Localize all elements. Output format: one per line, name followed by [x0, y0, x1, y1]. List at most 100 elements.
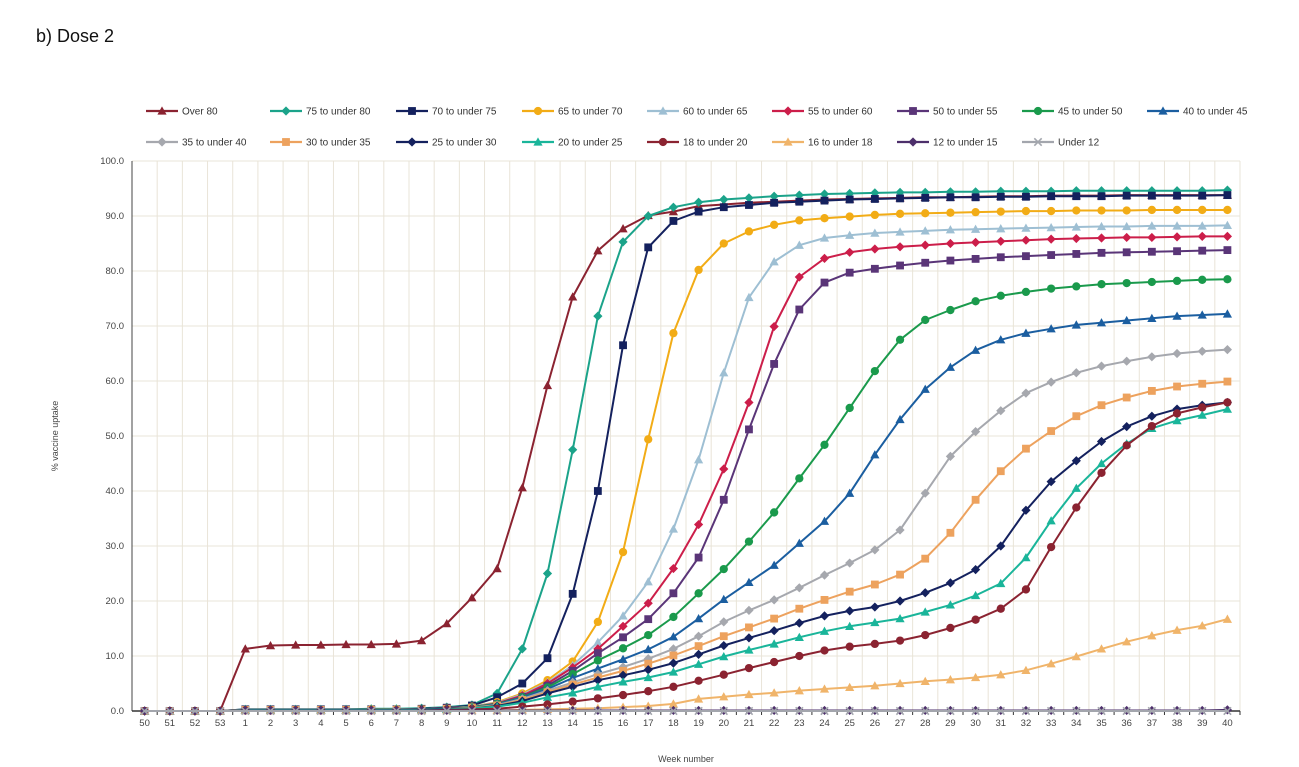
data-point: [845, 621, 855, 630]
data-point: [870, 264, 879, 273]
y-tick-label: 100.0: [100, 156, 124, 167]
data-point: [1222, 309, 1233, 318]
data-point: [1046, 516, 1056, 525]
data-point: [1198, 205, 1207, 215]
data-point: [1096, 318, 1107, 327]
data-point: [1046, 206, 1056, 216]
data-point: [970, 345, 981, 354]
x-tick-label: 4: [318, 718, 323, 729]
data-point: [719, 194, 729, 205]
data-point: [643, 577, 653, 586]
data-point: [341, 639, 351, 649]
data-point: [1198, 403, 1207, 412]
data-point: [996, 207, 1005, 216]
data-point: [719, 617, 729, 627]
data-point: [1072, 250, 1081, 258]
data-point: [1172, 409, 1182, 418]
data-point: [870, 681, 880, 690]
data-point: [1172, 348, 1182, 359]
data-point: [946, 208, 955, 217]
data-point: [1047, 251, 1056, 259]
data-point: [693, 631, 704, 641]
data-point: [970, 427, 981, 437]
data-point: [1122, 248, 1131, 257]
data-point: [845, 706, 854, 716]
data-point: [921, 315, 930, 325]
data-point: [1096, 233, 1107, 243]
data-point: [543, 706, 552, 716]
data-point: [769, 639, 779, 648]
data-point: [1223, 398, 1232, 407]
legend-label: 12 to under 15: [933, 138, 998, 149]
data-point: [971, 193, 980, 202]
data-point: [1097, 192, 1106, 201]
data-point: [971, 495, 980, 504]
legend-marker: [658, 106, 668, 115]
y-tick-label: 80.0: [106, 266, 125, 277]
data-point: [1197, 621, 1207, 630]
x-tick-label: 37: [1147, 718, 1158, 729]
legend-marker: [1158, 106, 1168, 115]
x-tick-label: 3: [293, 718, 298, 729]
legend-label: 60 to under 65: [683, 107, 748, 118]
data-point: [1072, 706, 1081, 716]
data-point: [241, 706, 250, 716]
data-point: [265, 640, 276, 650]
data-point: [492, 706, 502, 716]
data-point: [945, 578, 956, 588]
data-point: [895, 596, 905, 606]
x-tick-label: 40: [1222, 718, 1233, 729]
data-point: [820, 196, 829, 205]
series-16: [140, 706, 1232, 716]
y-axis-label: % vaccine uptake: [50, 401, 60, 472]
data-point: [1147, 232, 1157, 243]
data-point: [618, 644, 628, 653]
data-point: [1172, 416, 1182, 425]
data-point: [744, 633, 754, 643]
data-point: [870, 228, 880, 237]
data-point: [1147, 247, 1156, 256]
data-point: [1147, 421, 1157, 431]
data-point: [819, 611, 830, 621]
x-tick-label: 25: [844, 718, 855, 729]
data-point: [1046, 222, 1056, 232]
data-point: [845, 403, 854, 413]
data-point: [769, 595, 779, 605]
data-point: [896, 261, 904, 270]
data-point: [693, 455, 704, 464]
data-point: [1096, 361, 1107, 371]
data-point: [895, 209, 905, 218]
data-point: [644, 659, 653, 668]
data-point: [945, 451, 956, 461]
data-point: [518, 706, 527, 716]
data-point: [744, 292, 754, 302]
data-point: [1072, 503, 1081, 512]
legend-item: 75 to under 80: [270, 106, 371, 118]
data-point: [819, 626, 830, 635]
data-point: [1147, 411, 1157, 421]
data-point: [920, 588, 930, 598]
legend-label: 45 to under 50: [1058, 107, 1123, 118]
data-point: [668, 202, 679, 212]
data-point: [795, 197, 804, 206]
data-point: [1172, 311, 1182, 320]
data-point: [1223, 191, 1232, 200]
data-point: [996, 604, 1005, 613]
data-point: [845, 268, 854, 277]
data-point: [668, 667, 679, 676]
data-point: [996, 335, 1006, 344]
data-point: [895, 636, 905, 645]
data-point: [745, 201, 753, 209]
x-tick-label: 5: [343, 718, 348, 729]
data-point: [1071, 233, 1081, 244]
data-point: [1097, 206, 1106, 215]
data-point: [1147, 221, 1157, 230]
x-tick-label: 35: [1096, 718, 1107, 729]
data-point: [291, 706, 300, 716]
data-point: [669, 589, 678, 598]
data-point: [945, 675, 956, 684]
data-point: [719, 670, 728, 679]
data-point: [769, 560, 779, 569]
data-point: [870, 450, 880, 459]
data-point: [1097, 468, 1106, 477]
